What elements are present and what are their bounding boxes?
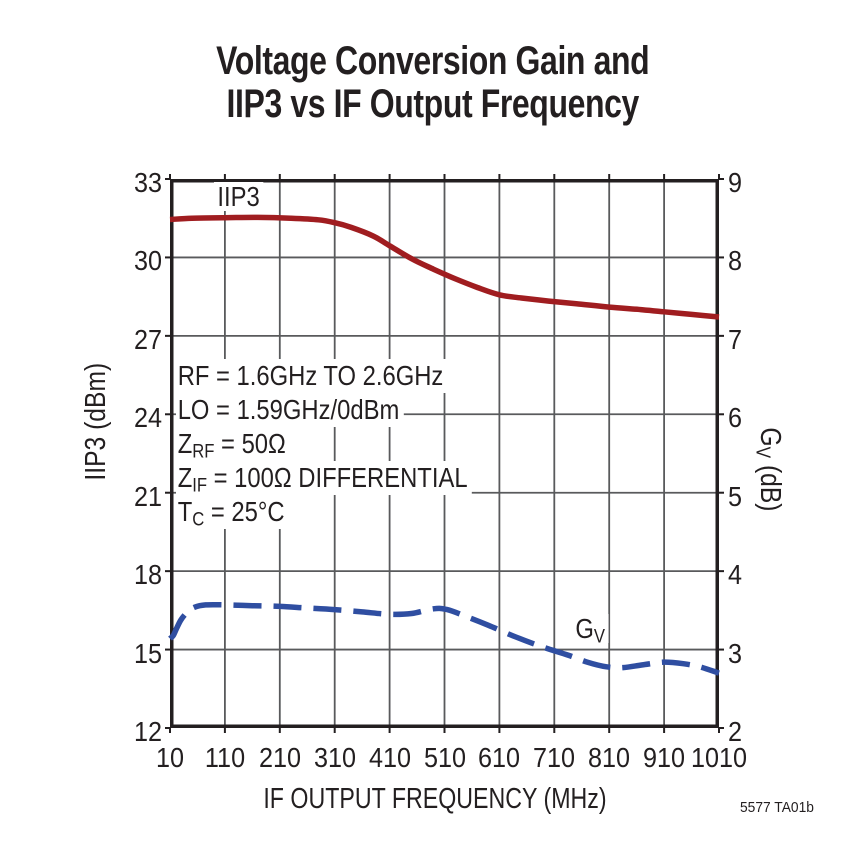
y-right-tick-label-text: 4: [728, 559, 743, 591]
iip3-curve: [169, 214, 720, 320]
gv-curve: [168, 601, 720, 676]
x-tick-label-text: 710: [533, 742, 576, 773]
y-right-tick-label: 6: [728, 402, 744, 434]
annotation-sub: IF: [192, 474, 208, 497]
annotation-text: = 25°C: [204, 496, 285, 527]
annotation-line-zrf: ZRF = 50Ω: [176, 427, 291, 463]
y-left-tick-label-text: 21: [133, 480, 162, 512]
x-tick-label-text: 10: [155, 742, 185, 773]
y-left-tick-label-text: 15: [133, 637, 162, 669]
y-right-axis-title-post: (dB): [754, 457, 786, 512]
y-left-tick-label: 30: [131, 245, 162, 277]
y-right-tick-label: 9: [728, 167, 744, 199]
x-tick-label-text: 210: [258, 742, 301, 773]
x-tick-label: 610: [476, 742, 523, 774]
annotation-text: T: [177, 496, 193, 527]
chart-title-line2-text: IIP3 vs IF Output Frequency: [226, 81, 639, 126]
y-right-tick-label-text: 7: [728, 323, 743, 355]
plot-frame: [170, 179, 719, 728]
annotation-line-rf: RF = 1.6GHz TO 2.6GHz: [176, 359, 448, 393]
annotation-text: RF = 1.6GHz TO 2.6GHz: [177, 360, 444, 391]
y-right-tick-label-text: 3: [728, 637, 743, 669]
x-tick-label: 410: [366, 742, 413, 774]
annotation-text: = 100Ω DIFFERENTIAL: [207, 462, 468, 493]
y-left-axis-title: IIP3 (dBm): [80, 272, 112, 572]
y-right-tick-label: 4: [728, 559, 744, 591]
chart-title-line1-text: Voltage Conversion Gain and: [215, 39, 650, 83]
x-axis-title-text: IF OUTPUT FREQUENCY (MHz): [263, 783, 607, 815]
y-left-tick-label-text: 12: [133, 716, 162, 747]
y-left-tick-label-text: 18: [133, 559, 162, 591]
annotation-sub: RF: [192, 440, 215, 463]
y-left-tick-label-text: 27: [133, 323, 162, 355]
y-left-tick-label: 27: [131, 324, 162, 356]
y-left-axis-title-text: IIP3 (dBm): [80, 363, 112, 481]
y-left-tick-label-text: 30: [133, 245, 162, 277]
annotation-line-lo: LO = 1.59GHz/0dBm: [176, 393, 404, 427]
y-right-tick-label-text: 5: [728, 480, 743, 512]
x-tick-label: 110: [203, 742, 248, 774]
x-tick-label: 510: [421, 742, 468, 774]
y-right-tick-label: 7: [728, 324, 744, 356]
chart-title: Voltage Conversion Gain and IIP3 vs IF O…: [0, 40, 865, 126]
y-right-tick-label-text: 9: [728, 167, 743, 198]
conditions-annotation: RF = 1.6GHz TO 2.6GHz LO = 1.59GHz/0dBm …: [176, 359, 524, 529]
x-tick-label: 10: [154, 742, 185, 774]
gv-curve-label: GV: [572, 613, 609, 646]
annotation-text: = 50Ω: [214, 428, 286, 459]
y-right-tick-label: 2: [728, 716, 744, 748]
annotation-text: Z: [177, 462, 193, 493]
y-right-tick-label: 5: [728, 481, 744, 513]
x-tick-label-text: 1010: [690, 742, 748, 773]
x-tick-label: 910: [641, 742, 688, 774]
y-right-axis-title-pre: G: [754, 426, 786, 447]
y-left-tick-label: 15: [131, 638, 162, 670]
figure-number: 5577 TA01b: [740, 799, 814, 816]
gv-curve-label-sub: V: [593, 625, 606, 648]
x-tick-label-text: 310: [313, 742, 356, 773]
y-left-tick-label: 12: [131, 716, 162, 748]
chart-title-line2: IIP3 vs IF Output Frequency: [0, 81, 865, 126]
annotation-line-zif: ZIF = 100Ω DIFFERENTIAL: [176, 461, 472, 495]
plot-area: RF = 1.6GHz TO 2.6GHz LO = 1.59GHz/0dBm …: [165, 174, 724, 733]
iip3-curve-label: IIP3: [214, 182, 264, 211]
y-left-tick-label: 18: [131, 559, 162, 591]
annotation-text: LO = 1.59GHz/0dBm: [177, 394, 400, 425]
x-tick-label: 810: [586, 742, 633, 774]
gv-curve-label-text: G: [575, 613, 594, 644]
x-tick-label-text: 110: [204, 742, 245, 773]
x-tick-label-text: 810: [588, 742, 631, 773]
y-right-tick-label-text: 2: [728, 716, 743, 747]
y-left-tick-label: 21: [131, 481, 162, 513]
y-left-tick-label-text: 24: [133, 402, 162, 434]
y-right-axis-title-sub: V: [751, 446, 774, 458]
x-tick-label-text: 610: [478, 742, 521, 773]
x-tick-label-text: 510: [423, 742, 466, 773]
chart-title-line1: Voltage Conversion Gain and: [0, 40, 865, 83]
y-left-tick-label: 33: [131, 167, 162, 199]
annotation-sub: C: [192, 508, 205, 531]
x-tick-label: 710: [531, 742, 578, 774]
x-tick-label: 310: [311, 742, 358, 774]
y-right-tick-label: 8: [728, 245, 744, 277]
x-tick-label-text: 410: [368, 742, 411, 773]
x-tick-label: 1010: [688, 742, 750, 774]
y-right-axis-title: GV (dB): [751, 319, 786, 619]
y-right-tick-label-text: 6: [728, 402, 743, 434]
y-right-tick-label-text: 8: [728, 245, 743, 277]
y-right-axis-title-text: GV (dB): [751, 426, 786, 512]
x-axis-title: IF OUTPUT FREQUENCY (MHz): [220, 783, 649, 816]
annotation-text: Z: [177, 428, 193, 459]
x-tick-label: 210: [256, 742, 303, 774]
x-tick-label-text: 910: [643, 742, 686, 773]
y-right-tick-label: 3: [728, 638, 744, 670]
annotation-line-tc: TC = 25°C: [176, 495, 289, 529]
y-left-tick-label: 24: [131, 402, 162, 434]
y-left-tick-label-text: 33: [133, 167, 162, 198]
